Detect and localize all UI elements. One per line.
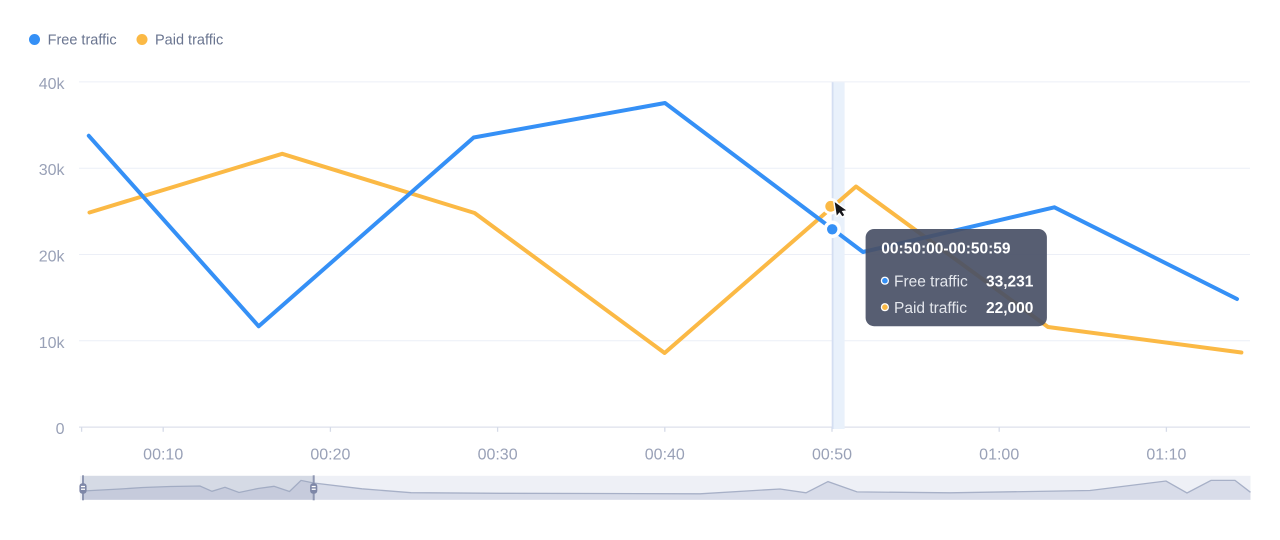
svg-text:Free traffic: Free traffic bbox=[48, 33, 117, 49]
svg-text:Paid traffic: Paid traffic bbox=[155, 33, 223, 49]
svg-text:00:10: 00:10 bbox=[143, 447, 183, 464]
svg-text:00:30: 00:30 bbox=[478, 447, 518, 464]
svg-text:33,231: 33,231 bbox=[986, 274, 1034, 291]
svg-text:0: 0 bbox=[56, 421, 65, 438]
svg-text:Free traffic: Free traffic bbox=[894, 274, 968, 291]
svg-text:00:50:00-00:50:59: 00:50:00-00:50:59 bbox=[881, 241, 1011, 258]
svg-text:00:20: 00:20 bbox=[310, 447, 350, 464]
svg-text:01:10: 01:10 bbox=[1146, 447, 1186, 464]
svg-text:30k: 30k bbox=[39, 162, 66, 179]
svg-text:20k: 20k bbox=[39, 249, 66, 266]
svg-text:10k: 10k bbox=[39, 335, 66, 352]
svg-text:40k: 40k bbox=[39, 76, 66, 93]
svg-text:01:00: 01:00 bbox=[979, 447, 1019, 464]
svg-text:Paid traffic: Paid traffic bbox=[894, 300, 967, 317]
svg-text:00:40: 00:40 bbox=[645, 447, 685, 464]
svg-text:00:50: 00:50 bbox=[812, 447, 852, 464]
svg-text:22,000: 22,000 bbox=[986, 300, 1033, 317]
